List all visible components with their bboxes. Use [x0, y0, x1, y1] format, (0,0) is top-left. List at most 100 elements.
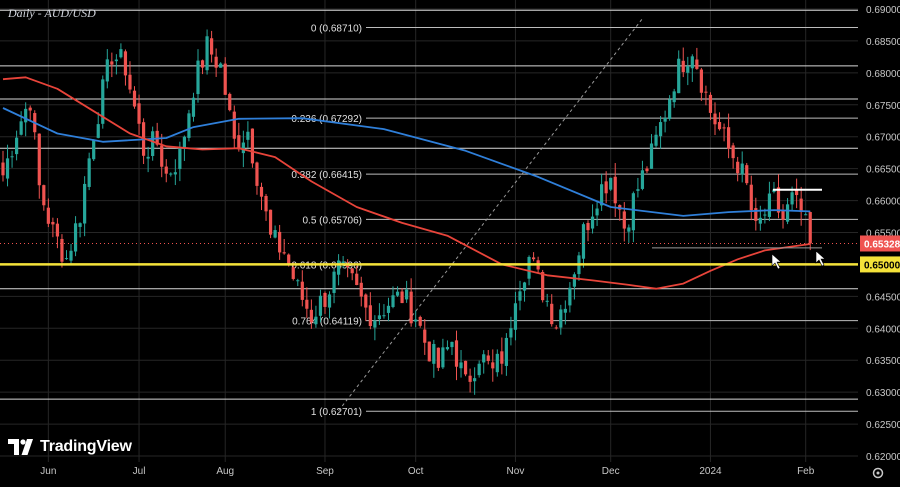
candle-body[interactable] [405, 289, 409, 300]
candle-body[interactable] [463, 360, 468, 375]
moving-average-red[interactable] [2, 76, 811, 290]
candle-body[interactable] [282, 252, 286, 254]
candle-body[interactable] [704, 91, 708, 93]
candle-body[interactable] [273, 230, 277, 238]
candle-body[interactable] [173, 172, 177, 175]
candle-body[interactable] [681, 60, 685, 73]
candle-body[interactable] [767, 193, 772, 217]
candle-body[interactable] [441, 347, 445, 368]
candle-body[interactable] [695, 59, 699, 69]
candle-body[interactable] [776, 187, 781, 213]
candle-body[interactable] [164, 166, 168, 174]
candle-body[interactable] [119, 49, 123, 58]
candle-body[interactable] [232, 111, 236, 139]
candle-body[interactable] [658, 122, 663, 137]
candle-body[interactable] [754, 208, 758, 221]
candle-body[interactable] [78, 223, 82, 227]
candle-body[interactable] [586, 222, 590, 231]
candle-body[interactable] [500, 351, 504, 364]
moving-average-blue[interactable] [2, 107, 811, 217]
candle-body[interactable] [468, 375, 472, 382]
candle-body[interactable] [382, 315, 386, 317]
candle-body[interactable] [123, 51, 128, 76]
candle-body[interactable] [531, 257, 536, 260]
candle-body[interactable] [450, 341, 454, 348]
candle-body[interactable] [668, 99, 672, 119]
candle-body[interactable] [146, 156, 150, 159]
candle-body[interactable] [554, 327, 558, 329]
candle-body[interactable] [708, 94, 713, 113]
candle-body[interactable] [781, 210, 785, 220]
candle-body[interactable] [210, 38, 214, 55]
candle-body[interactable] [336, 260, 341, 275]
candle-body[interactable] [196, 60, 200, 95]
candle-body[interactable] [10, 156, 14, 158]
candle-body[interactable] [5, 158, 10, 179]
candle-body[interactable] [128, 74, 132, 90]
candle-body[interactable] [600, 184, 604, 206]
candle-body[interactable] [636, 189, 640, 191]
candle-body[interactable] [105, 59, 109, 82]
candle-body[interactable] [795, 188, 799, 196]
candle-body[interactable] [300, 281, 304, 300]
settings-gear-icon[interactable] [872, 467, 884, 479]
candle-body[interactable] [386, 305, 391, 313]
candle-body[interactable] [631, 193, 635, 231]
candle-body[interactable] [368, 305, 372, 326]
candle-body[interactable] [495, 353, 499, 373]
candle-body[interactable] [722, 127, 726, 129]
candle-body[interactable] [749, 184, 753, 211]
candle-body[interactable] [268, 209, 273, 235]
candle-body[interactable] [137, 103, 141, 124]
candle-body[interactable] [609, 177, 613, 190]
candle-body[interactable] [69, 250, 73, 261]
candle-body[interactable] [563, 308, 567, 313]
candle-body[interactable] [736, 161, 740, 174]
candle-body[interactable] [55, 223, 60, 237]
candle-body[interactable] [799, 198, 803, 213]
candle-body[interactable] [341, 261, 345, 264]
candle-body[interactable] [101, 79, 105, 124]
candle-body[interactable] [808, 212, 812, 244]
candle-body[interactable] [214, 56, 218, 68]
time-axis[interactable]: Jun Jul Aug Sep Oct Nov Dec 2024 Feb [40, 466, 814, 477]
candle-body[interactable] [649, 143, 654, 169]
candle-body[interactable] [355, 273, 359, 285]
candle-body[interactable] [205, 36, 209, 71]
candle-body[interactable] [409, 291, 413, 324]
candle-body[interactable] [482, 354, 486, 363]
candle-body[interactable] [178, 148, 182, 169]
candle-body[interactable] [740, 163, 744, 175]
candle-body[interactable] [522, 282, 527, 291]
candle-body[interactable] [545, 300, 549, 302]
candle-body[interactable] [395, 291, 400, 296]
candle-body[interactable] [690, 56, 694, 69]
candle-body[interactable] [677, 58, 681, 94]
candle-body[interactable] [350, 268, 354, 274]
candle-body[interactable] [278, 231, 282, 253]
candle-body[interactable] [454, 340, 459, 367]
candle-body[interactable] [541, 272, 545, 301]
candle-body[interactable] [200, 60, 205, 68]
candle-body[interactable] [223, 63, 227, 95]
candle-body[interactable] [604, 181, 608, 194]
candle-body[interactable] [763, 214, 767, 216]
candle-body[interactable] [364, 294, 368, 308]
candle-body[interactable] [219, 63, 223, 68]
candle-body[interactable] [309, 309, 313, 323]
candle-body[interactable] [427, 341, 431, 362]
candle-body[interactable] [46, 207, 50, 224]
candle-body[interactable] [1, 162, 5, 176]
candle-body[interactable] [287, 254, 291, 265]
candle-body[interactable] [686, 66, 690, 73]
candle-body[interactable] [291, 267, 295, 279]
candle-body[interactable] [473, 378, 477, 382]
candle-body[interactable] [477, 363, 481, 376]
candle-body[interactable] [432, 343, 436, 364]
candle-body[interactable] [42, 185, 46, 206]
candle-body[interactable] [191, 97, 196, 117]
candle-body[interactable] [64, 258, 69, 260]
candle-body[interactable] [504, 337, 508, 366]
candle-body[interactable] [110, 61, 114, 65]
